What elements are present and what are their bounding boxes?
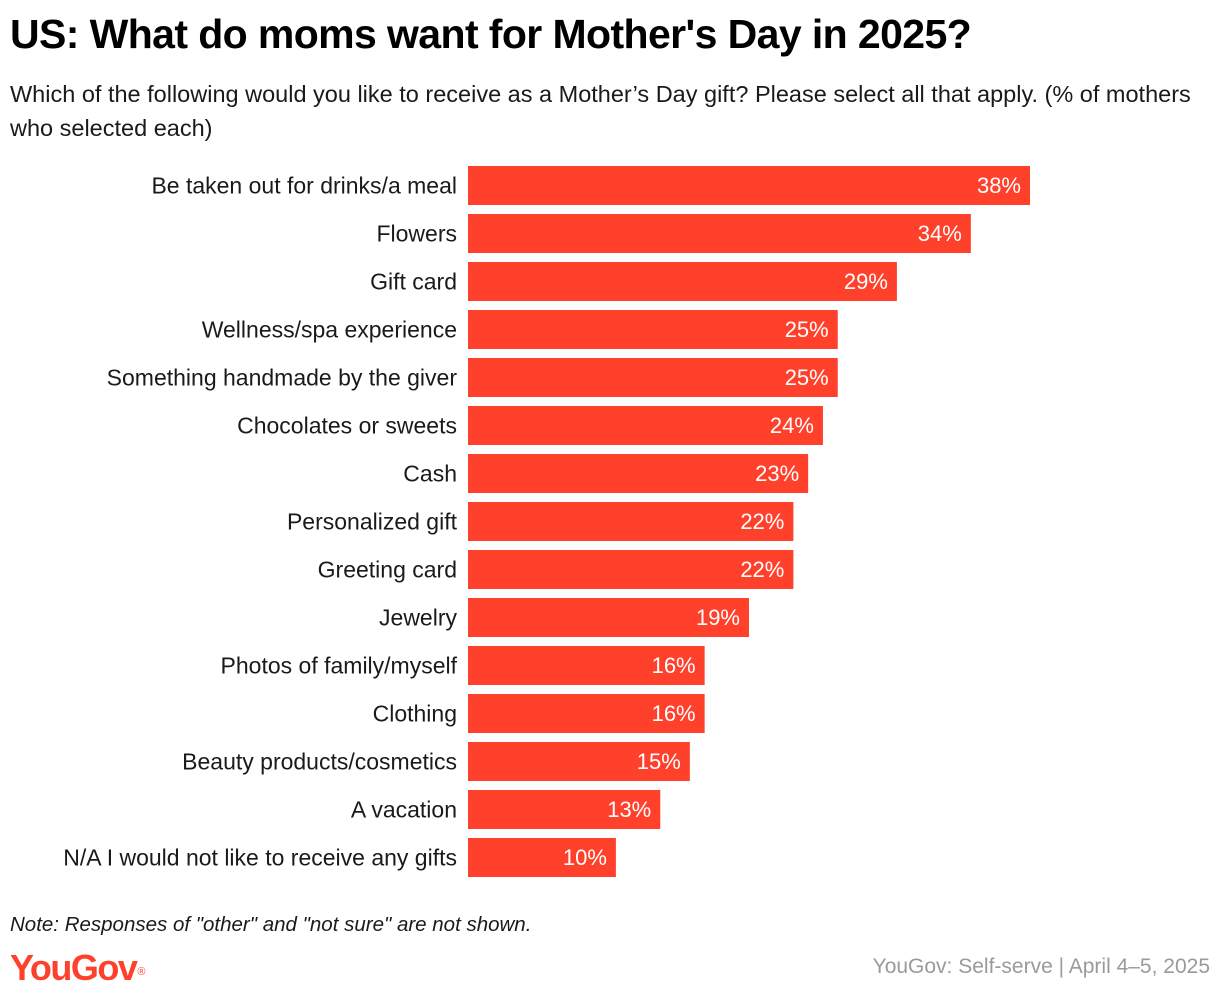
source-credit: YouGov: Self-serve | April 4–5, 2025: [872, 955, 1210, 978]
value-label-12: 16%: [652, 701, 696, 726]
category-label-6: Chocolates or sweets: [237, 413, 457, 439]
category-label-8: Personalized gift: [287, 509, 458, 535]
category-label-13: Beauty products/cosmetics: [182, 749, 457, 775]
value-label-4: 25%: [785, 317, 829, 342]
value-label-8: 22%: [740, 509, 784, 534]
bar-8: [468, 502, 794, 541]
registered-mark-icon: ®: [137, 966, 146, 978]
category-label-12: Clothing: [373, 701, 457, 727]
category-label-10: Jewelry: [379, 605, 457, 631]
value-label-2: 34%: [918, 221, 962, 246]
bar-10: [468, 598, 749, 637]
bar-7: [468, 454, 809, 493]
bar-14: [468, 790, 661, 829]
value-label-5: 25%: [785, 365, 829, 390]
bar-13: [468, 742, 690, 781]
value-label-1: 38%: [977, 173, 1021, 198]
value-label-10: 19%: [696, 605, 740, 630]
category-label-14: A vacation: [351, 797, 457, 823]
value-label-6: 24%: [770, 413, 814, 438]
category-label-11: Photos of family/myself: [221, 653, 458, 679]
bars-group: Be taken out for drinks/a meal 38% Flowers…: [63, 166, 1030, 877]
category-label-4: Wellness/spa experience: [202, 317, 457, 343]
bar-9: [468, 550, 794, 589]
bar-2: [468, 214, 971, 253]
chart-title: US: What do moms want for Mother's Day i…: [10, 11, 972, 57]
bar-chart: Be taken out for drinks/a meal 38% Flowers…: [63, 166, 1030, 877]
value-label-14: 13%: [607, 797, 651, 822]
bar-4: [468, 310, 838, 349]
value-label-3: 29%: [844, 269, 888, 294]
value-label-15: 10%: [563, 845, 607, 870]
category-label-3: Gift card: [370, 269, 457, 295]
bar-5: [468, 358, 838, 397]
category-label-5: Something handmade by the giver: [107, 365, 458, 391]
value-label-9: 22%: [740, 557, 784, 582]
category-label-9: Greeting card: [318, 557, 457, 583]
category-label-15: N/A I would not like to receive any gift…: [63, 845, 457, 871]
yougov-logo: YouGov®: [10, 946, 145, 990]
bar-12: [468, 694, 705, 733]
chart-subtitle: Which of the following would you like to…: [10, 81, 1191, 141]
category-label-7: Cash: [403, 461, 457, 487]
chart-note: Note: Responses of "other" and "not sure…: [10, 913, 532, 936]
value-label-7: 23%: [755, 461, 799, 486]
value-label-11: 16%: [652, 653, 696, 678]
category-label-1: Be taken out for drinks/a meal: [151, 173, 457, 199]
bar-1: [468, 166, 1030, 205]
category-label-2: Flowers: [376, 221, 457, 247]
bar-3: [468, 262, 897, 301]
bar-15: [468, 838, 616, 877]
value-label-13: 15%: [637, 749, 681, 774]
bar-11: [468, 646, 705, 685]
logo-text: YouGov: [10, 947, 138, 988]
bar-6: [468, 406, 823, 445]
